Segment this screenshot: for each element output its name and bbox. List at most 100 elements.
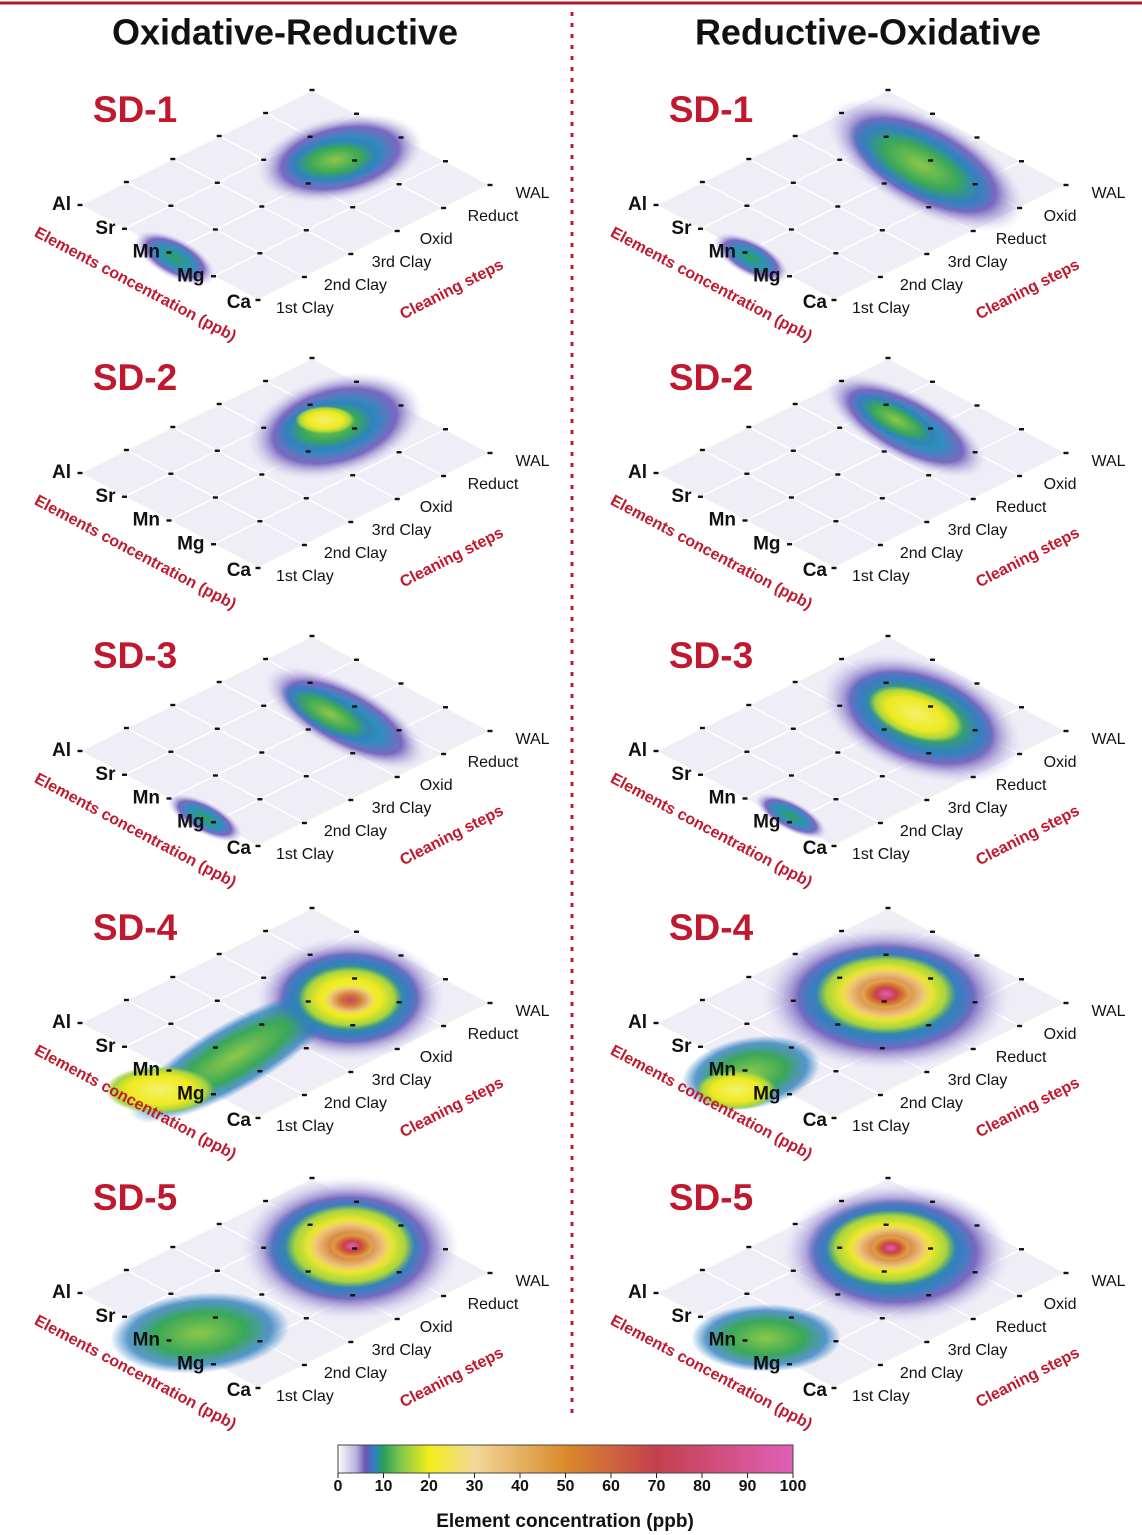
grid-node bbox=[168, 750, 174, 753]
grid-node bbox=[303, 1317, 309, 1320]
grid-node bbox=[1019, 428, 1024, 431]
grid-node bbox=[787, 543, 792, 546]
grid-node bbox=[394, 1047, 400, 1051]
grid-node bbox=[972, 729, 978, 732]
grid-node bbox=[123, 998, 129, 1002]
grid-node bbox=[926, 1294, 932, 1297]
grid-node bbox=[792, 1222, 798, 1226]
grid-node bbox=[744, 750, 750, 753]
step-label: 1st Clay bbox=[852, 1388, 910, 1405]
step-label: 1st Clay bbox=[276, 1388, 334, 1405]
panel-label: SD-5 bbox=[93, 1177, 177, 1218]
floor-line bbox=[257, 184, 491, 301]
element-label: Sr bbox=[95, 764, 116, 785]
grid-node bbox=[398, 404, 404, 407]
grid-node bbox=[792, 680, 798, 684]
grid-node bbox=[398, 682, 404, 685]
element-label: Ca bbox=[227, 292, 252, 313]
element-label: Mn bbox=[709, 510, 736, 531]
grid-node bbox=[930, 380, 935, 383]
grid-node bbox=[877, 275, 883, 279]
floor-line bbox=[79, 89, 313, 206]
grid-node bbox=[305, 450, 311, 453]
element-label: Mn bbox=[133, 1330, 160, 1351]
contour-region bbox=[110, 1292, 290, 1374]
step-label: 1st Clay bbox=[276, 1118, 334, 1135]
grid-node bbox=[787, 1093, 792, 1096]
grid-node bbox=[305, 728, 311, 731]
grid-node bbox=[742, 1069, 748, 1072]
colorbar-tick-label: 60 bbox=[602, 1478, 620, 1495]
element-label: Mn bbox=[133, 1060, 160, 1081]
grid-node bbox=[170, 1245, 176, 1249]
grid-node bbox=[309, 634, 315, 638]
grid-node bbox=[879, 229, 885, 232]
floor-line bbox=[213, 160, 446, 277]
grid-node bbox=[879, 497, 885, 500]
floor-line bbox=[655, 635, 889, 752]
contour-region bbox=[283, 135, 387, 185]
step-label: 2nd Clay bbox=[324, 277, 387, 294]
panel-label: SD-1 bbox=[669, 89, 753, 130]
grid-node bbox=[1017, 474, 1023, 478]
grid-node bbox=[396, 1271, 402, 1274]
step-label: 1st Clay bbox=[276, 300, 334, 317]
colorbar-tick-label: 90 bbox=[739, 1478, 757, 1495]
grid-node bbox=[883, 135, 889, 138]
grid-node bbox=[881, 182, 887, 185]
floor-line bbox=[257, 1272, 491, 1389]
grid-node bbox=[1063, 1001, 1069, 1005]
grid-node bbox=[885, 356, 891, 360]
step-label: 3rd Clay bbox=[948, 254, 1008, 271]
grid-node bbox=[398, 1224, 404, 1227]
panels: SD-1 Al Sr Mn Mg Ca 1st Clay 2nd Clay 3rd Clay Ox… bbox=[31, 89, 1125, 1433]
grid-node bbox=[974, 954, 980, 957]
grid-node bbox=[443, 428, 448, 431]
grid-node bbox=[212, 496, 218, 499]
step-label: 3rd Clay bbox=[372, 800, 432, 817]
grid-node bbox=[214, 181, 220, 184]
panel: SD-1 Al Sr Mn Mg Ca 1st Clay 2nd Clay 3rd Clay Re… bbox=[607, 89, 1125, 345]
grid-node bbox=[839, 379, 845, 383]
step-label: Oxid bbox=[1044, 208, 1077, 225]
grid-node bbox=[788, 228, 794, 231]
grid-node bbox=[441, 474, 447, 478]
floor-line bbox=[213, 428, 446, 545]
grid-node bbox=[877, 821, 883, 825]
grid-node bbox=[787, 275, 792, 278]
element-label: Ca bbox=[803, 838, 828, 859]
grid-node bbox=[255, 298, 261, 302]
step-label: Oxid bbox=[420, 777, 453, 794]
step-label: Reduct bbox=[468, 1296, 519, 1313]
grid-node bbox=[877, 1093, 883, 1097]
grid-node bbox=[970, 229, 976, 233]
contour-region bbox=[754, 793, 828, 839]
step-label: 1st Clay bbox=[852, 300, 910, 317]
grid-node bbox=[354, 380, 359, 383]
grid-node bbox=[305, 1000, 311, 1003]
grid-node bbox=[1017, 1024, 1023, 1028]
grid-node bbox=[354, 930, 359, 933]
grid-node bbox=[166, 1339, 172, 1342]
grid-node bbox=[257, 1340, 263, 1343]
step-label: 3rd Clay bbox=[948, 1072, 1008, 1089]
grid-node bbox=[441, 1294, 447, 1298]
panel: SD-4 Al Sr Mn Mg Ca 1st Clay 2nd Clay 3rd Clay Ox… bbox=[31, 907, 549, 1163]
grid-node bbox=[883, 953, 889, 956]
grid-node bbox=[930, 112, 935, 115]
grid-node bbox=[792, 402, 798, 406]
grid-node bbox=[396, 183, 402, 186]
grid-node bbox=[837, 976, 843, 979]
contour-region bbox=[280, 682, 380, 746]
floor-line bbox=[257, 1002, 491, 1119]
grid-node bbox=[1019, 1248, 1024, 1251]
element-label: Al bbox=[628, 1012, 647, 1033]
element-label: Ca bbox=[227, 1380, 252, 1401]
grid-node bbox=[839, 657, 845, 661]
grid-node bbox=[261, 704, 267, 707]
step-label: Oxid bbox=[420, 1049, 453, 1066]
step-label: Reduct bbox=[468, 754, 519, 771]
grid-node bbox=[443, 978, 448, 981]
step-label: 3rd Clay bbox=[372, 1072, 432, 1089]
grid-node bbox=[216, 952, 222, 956]
